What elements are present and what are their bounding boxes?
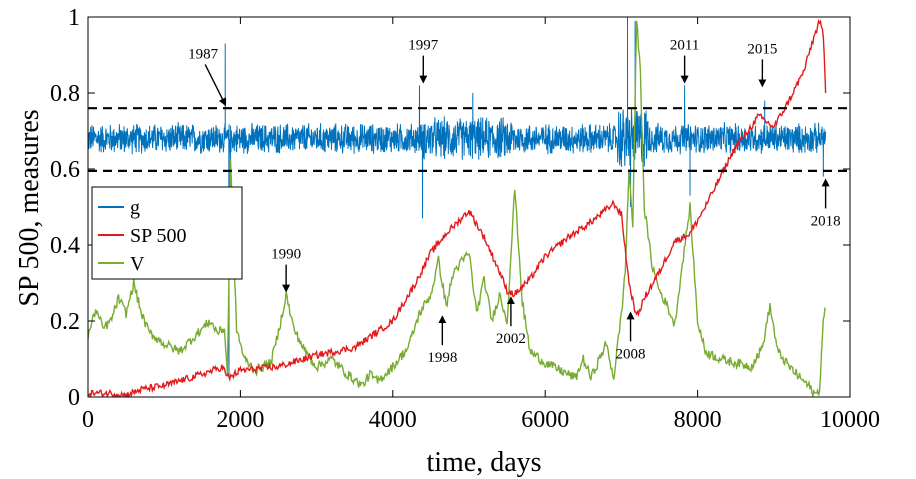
series-v-line [88,20,827,397]
annotation-1998: 1998 [427,315,457,366]
annotation-layer: 1987 1997 2011 2015 1990 2018 1998 2002 2008 [188,38,840,367]
annotation-label: 2002 [496,331,526,347]
y-tick-label: 0.4 [50,233,80,259]
annotation-1987: 1987 [188,46,227,107]
annotation-label: 1997 [408,38,439,54]
annotation-2018: 2018 [811,178,841,229]
annotation-1997: 1997 [408,38,439,84]
plot-frame [87,16,851,398]
annotation-2008: 2008 [616,311,646,362]
legend-label: SP 500 [130,225,187,247]
annotation-label: 1987 [188,46,219,62]
legend-label: g [130,197,140,219]
annotation-arrow [204,64,227,107]
annotation-2002: 2002 [496,296,526,347]
annotation-label: 2015 [747,41,777,57]
series-sp500-line [88,18,827,397]
ticks-layer: 0 2000 4000 6000 8000 10000 0 0.2 0.4 0.6 0.8 1 [50,5,880,433]
y-tick-label: 0.6 [50,157,80,183]
annotation-label: 1998 [427,350,457,366]
y-axis-label: SP 500, measures [14,109,45,306]
series-layer [88,17,827,397]
x-tick-label: 6000 [521,407,569,433]
x-tick-label: 0 [82,407,94,433]
threshold-layer [88,107,850,172]
annotation-label: 2008 [616,346,646,362]
x-axis-label: time, days [426,447,541,478]
x-tick-label: 2000 [216,407,264,433]
x-tick-label: 8000 [674,407,722,433]
y-tick-label: 0.8 [50,81,80,107]
y-tick-label: 0 [68,385,80,411]
y-tick-label: 1 [68,5,80,31]
annotation-label: 2011 [670,38,699,54]
x-tick-label: 4000 [369,407,417,433]
series-g-line [88,17,827,379]
legend: g SP 500 V [91,186,243,280]
annotation-2011: 2011 [670,38,699,84]
x-tick-label: 10000 [820,407,880,433]
legend-label: V [130,253,145,275]
annotation-label: 1990 [271,247,301,263]
y-tick-label: 0.2 [50,309,80,335]
annotation-label: 2018 [811,213,841,229]
annotation-1990: 1990 [271,247,301,293]
annotation-2015: 2015 [747,41,777,88]
